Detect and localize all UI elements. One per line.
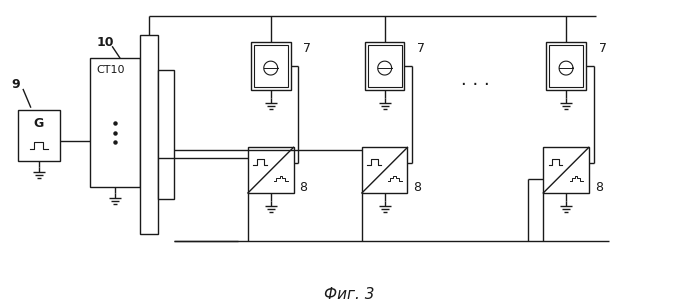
Bar: [158, 70, 174, 199]
Bar: [251, 42, 290, 90]
Bar: [368, 45, 401, 87]
Text: G: G: [34, 117, 44, 130]
Bar: [140, 35, 158, 233]
Bar: [90, 58, 140, 187]
Text: 9: 9: [12, 78, 20, 92]
Text: Фиг. 3: Фиг. 3: [324, 287, 374, 302]
Text: 8: 8: [595, 181, 603, 194]
Text: CT10: CT10: [96, 65, 125, 75]
Bar: [543, 147, 589, 193]
Text: 7: 7: [417, 42, 425, 55]
Bar: [547, 42, 586, 90]
Text: 8: 8: [413, 181, 422, 194]
Text: 7: 7: [599, 42, 607, 55]
Bar: [254, 45, 288, 87]
Bar: [18, 110, 59, 161]
Bar: [549, 45, 583, 87]
Bar: [362, 147, 408, 193]
Text: 8: 8: [299, 181, 307, 194]
Bar: [365, 42, 405, 90]
Text: 10: 10: [96, 36, 114, 49]
Text: . . .: . . .: [461, 71, 490, 89]
Text: 7: 7: [304, 42, 311, 55]
Bar: [248, 147, 293, 193]
